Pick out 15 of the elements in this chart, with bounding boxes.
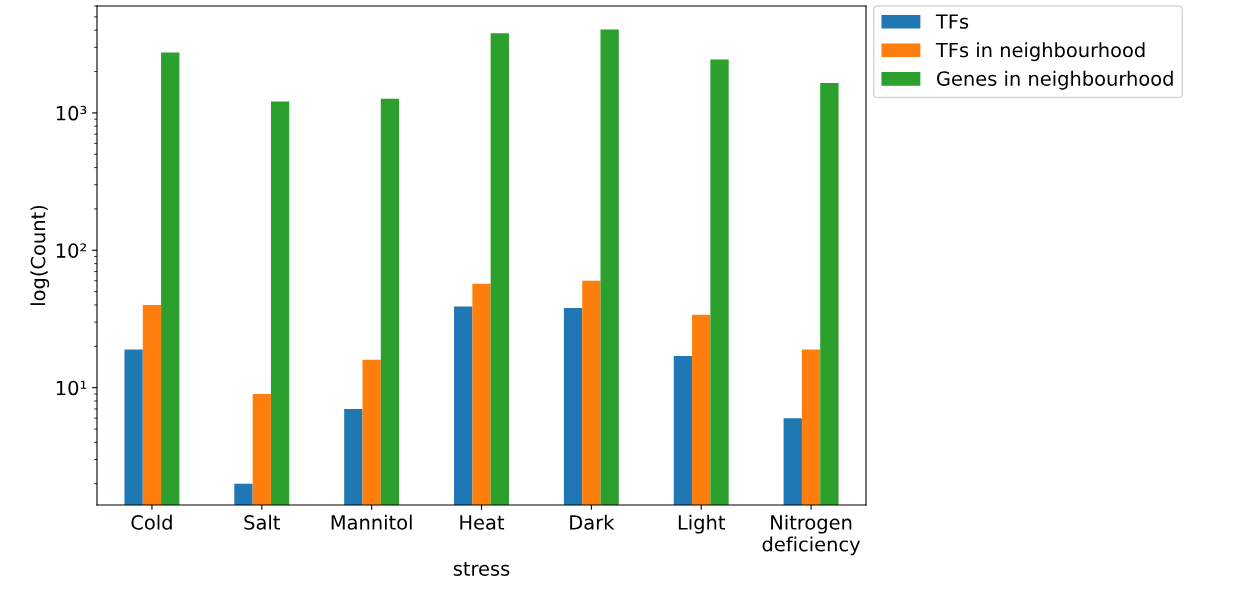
y-tick-label: 10¹: [56, 380, 87, 396]
x-tick-label: Nitrogen deficiency: [762, 514, 861, 556]
x-tick-label: Dark: [570, 514, 615, 530]
x-tick-label: Salt: [244, 514, 280, 530]
x-axis-title: stress: [453, 561, 510, 576]
legend-label: Genes in neighbourhood: [937, 70, 1173, 90]
x-tick-label: Light: [678, 514, 726, 534]
x-tick-label: Heat: [460, 515, 505, 530]
x-tick-label: Cold: [131, 514, 172, 530]
legend-label: TFs: [935, 14, 969, 29]
x-tick-label: Mannitol: [331, 514, 412, 530]
legend-label: TFs in neighbourhood: [935, 42, 1145, 62]
y-tick-label: 10²: [56, 243, 87, 258]
y-axis-title: log(Count): [30, 205, 50, 305]
y-tick-label: 10³: [56, 105, 87, 121]
